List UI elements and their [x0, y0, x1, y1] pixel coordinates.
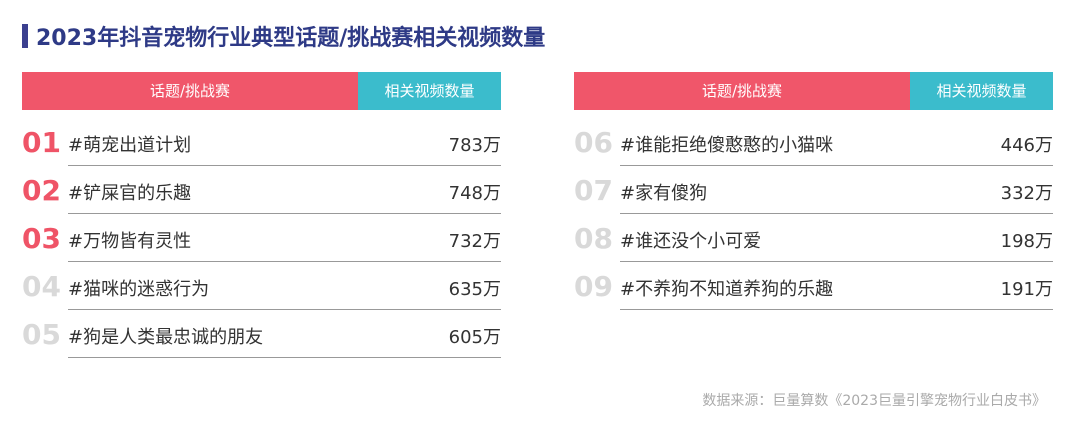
topic: #猫咪的迷惑行为	[68, 279, 210, 300]
topic: #谁还没个小可爱	[620, 231, 762, 252]
header-cell: 话题/挑战赛	[22, 72, 358, 110]
table-row: 06 #谁能拒绝傻憨憨的小猫咪 446万	[574, 118, 1053, 166]
row-divider	[620, 261, 1053, 262]
header-cell: 相关视频数量	[910, 72, 1053, 110]
rank: 07	[574, 174, 613, 207]
row-divider	[68, 261, 501, 262]
rank: 02	[22, 174, 61, 207]
table-row: 04 #猫咪的迷惑行为 635万	[22, 262, 501, 310]
table-row: 03 #万物皆有灵性 732万	[22, 214, 501, 262]
topic: #家有傻狗	[620, 183, 708, 204]
rank: 08	[574, 222, 613, 255]
table-row: 07 #家有傻狗 332万	[574, 166, 1053, 214]
header-cell: 话题/挑战赛	[574, 72, 910, 110]
title: 2023年抖音宠物行业典型话题/挑战赛相关视频数量	[36, 26, 546, 51]
table-row: 02 #铲屎官的乐趣 748万	[22, 166, 501, 214]
video-count: 635万	[448, 279, 501, 300]
topic: #谁能拒绝傻憨憨的小猫咪	[620, 135, 834, 156]
video-count: 332万	[1000, 183, 1053, 204]
video-count: 198万	[1000, 231, 1053, 252]
rank: 05	[22, 318, 61, 351]
topic: #万物皆有灵性	[68, 231, 192, 252]
table: 话题/挑战赛 相关视频数量 06 #谁能拒绝傻憨憨的小猫咪 446万 07 #家有傻狗 332…	[574, 72, 1053, 362]
rank: 09	[574, 270, 613, 303]
row-divider	[68, 165, 501, 166]
video-count: 748万	[448, 183, 501, 204]
topic: #萌宠出道计划	[68, 135, 192, 156]
video-count: 783万	[448, 135, 501, 156]
source: 数据来源：巨量算数《2023巨量引擎宠物行业白皮书》	[702, 393, 1046, 409]
table: 话题/挑战赛 相关视频数量 01 #萌宠出道计划 783万 02 #铲屎官的乐趣 748万 03…	[22, 72, 501, 362]
rank: 03	[22, 222, 61, 255]
table-row: 09 #不养狗不知道养狗的乐趣 191万	[574, 262, 1053, 310]
row-divider	[68, 309, 501, 310]
video-count: 191万	[1000, 279, 1053, 300]
row-divider	[620, 309, 1053, 310]
row-divider	[68, 213, 501, 214]
row-divider	[68, 357, 501, 358]
topic: #铲屎官的乐趣	[68, 183, 192, 204]
table-row: 08 #谁还没个小可爱 198万	[574, 214, 1053, 262]
video-count: 605万	[448, 327, 501, 348]
video-count: 732万	[448, 231, 501, 252]
table-row: 05 #狗是人类最忠诚的朋友 605万	[22, 310, 501, 358]
rank: 04	[22, 270, 61, 303]
video-count: 446万	[1000, 135, 1053, 156]
table-row: 01 #萌宠出道计划 783万	[22, 118, 501, 166]
rank: 06	[574, 126, 613, 159]
row-divider	[620, 213, 1053, 214]
row-divider	[620, 165, 1053, 166]
title-marker	[22, 24, 28, 48]
topic: #不养狗不知道养狗的乐趣	[620, 279, 834, 300]
rank: 01	[22, 126, 61, 159]
topic: #狗是人类最忠诚的朋友	[68, 327, 264, 348]
header-cell: 相关视频数量	[358, 72, 501, 110]
